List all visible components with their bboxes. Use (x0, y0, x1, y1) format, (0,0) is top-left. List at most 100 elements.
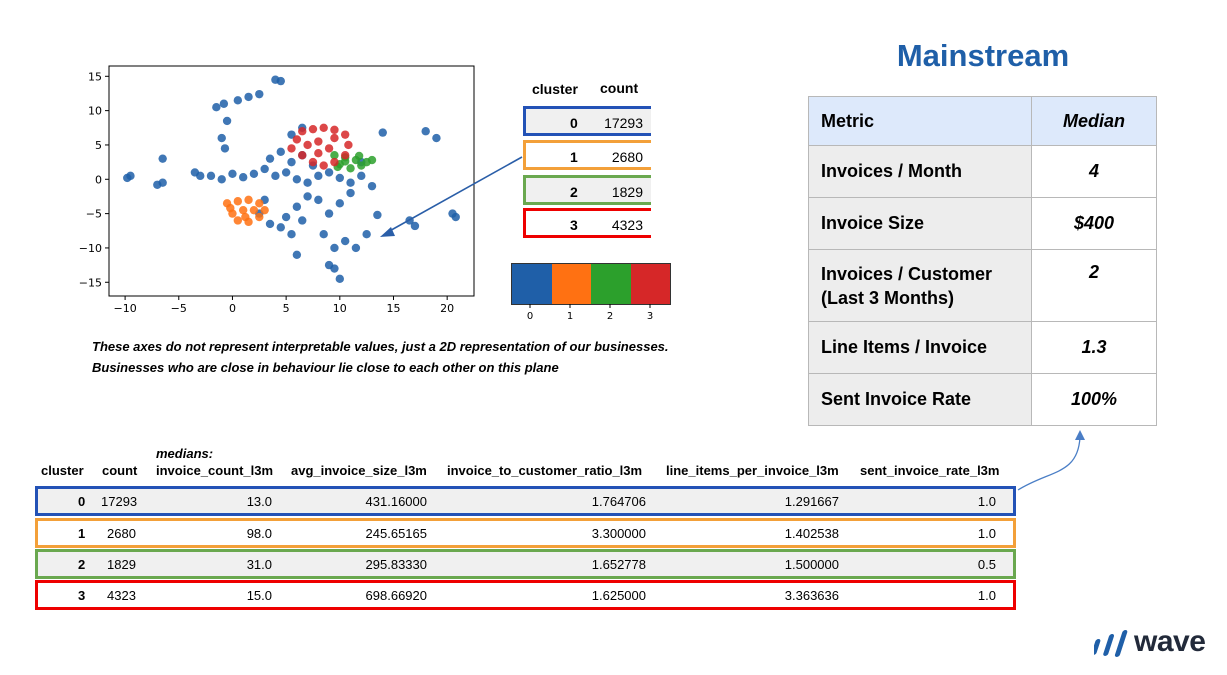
scatter-point-cluster-1 (238, 205, 248, 215)
scatter-point-cluster-2 (354, 151, 364, 161)
scatter-point-cluster-3 (314, 148, 323, 158)
row-count: 17293 (101, 494, 138, 509)
x-tick-label: 5 (283, 302, 290, 315)
plot-frame (108, 65, 475, 297)
colorbar-swatch-1 (551, 264, 591, 304)
scatter-point-cluster-2 (357, 161, 366, 170)
scatter-point-cluster-0 (324, 168, 334, 177)
scatter-point-cluster-0 (319, 230, 328, 239)
row-invoice-count: 15.0 (246, 588, 272, 603)
scatter-point-cluster-0 (340, 236, 350, 246)
scatter-point-cluster-1 (244, 195, 253, 205)
scatter-point-cluster-3 (330, 157, 339, 167)
scatter-point-cluster-3 (319, 123, 328, 132)
cluster-count-row-2: 2 1829 (523, 175, 651, 205)
row-invoice-count: 31.0 (246, 557, 272, 572)
colorbar-tick-label: 3 (647, 311, 653, 322)
metric-median-table: Metric Median Invoices / Month 4 Invoice… (808, 96, 1157, 426)
scatter-point-cluster-1 (241, 212, 250, 222)
wave-logo-icon (1094, 630, 1128, 657)
cluster-id: 1 (570, 149, 578, 165)
y-tick-label: 0 (95, 173, 102, 186)
scatter-point-cluster-3 (308, 124, 318, 134)
col-header-line-items: line_items_per_invoice_l3m (666, 463, 839, 478)
col-header-invoice-customer-ratio: invoice_to_customer_ratio_l3m (447, 463, 643, 478)
scatter-point-cluster-0 (298, 216, 307, 225)
scatter-point-cluster-0 (287, 157, 296, 167)
metric-table-header-row: Metric Median (808, 96, 1157, 146)
scatter-point-cluster-1 (226, 203, 235, 213)
scatter-point-cluster-0 (276, 76, 285, 86)
scatter-point-cluster-0 (324, 260, 334, 270)
row-sent-rate: 1.0 (977, 494, 996, 509)
scatter-point-cluster-3 (340, 130, 350, 139)
row-sent-rate: 0.5 (977, 557, 996, 572)
medians-row-3: 3 4323 15.0 698.66920 1.625000 3.363636 … (35, 580, 1016, 610)
col-header-avg-invoice-size: avg_invoice_size_l3m (291, 463, 427, 478)
y-tick-label: 10 (88, 105, 102, 118)
scatter-point-cluster-3 (314, 137, 323, 146)
scatter-point-cluster-0 (335, 173, 345, 183)
y-tick-label: −10 (79, 242, 102, 255)
y-tick-label: −15 (79, 276, 102, 289)
metric-median: 2 (1031, 249, 1157, 322)
scatter-point-cluster-3 (308, 157, 318, 167)
row-sent-rate: 1.0 (977, 588, 996, 603)
metric-name: Line Items / Invoice (808, 321, 1032, 374)
row-ratio: 1.764706 (591, 494, 646, 509)
scatter-point-cluster-0 (287, 230, 296, 239)
scatter-point-cluster-0 (287, 130, 296, 139)
cluster-count: 17293 (604, 115, 643, 131)
row-avg-invoice-size: 431.16000 (365, 494, 427, 509)
cluster-count-row-3: 3 4323 (523, 208, 651, 238)
scatter-point-cluster-0 (346, 178, 355, 187)
scatter-point-cluster-0 (260, 164, 269, 174)
scatter-point-cluster-1 (233, 216, 243, 225)
scatter-point-cluster-0 (451, 212, 460, 222)
scatter-point-cluster-3 (298, 127, 307, 136)
medians-label: medians: (156, 446, 214, 461)
scatter-point-cluster-0 (292, 250, 302, 260)
colorbar-ticks: 0 1 2 3 (527, 304, 653, 322)
col-header-invoice-count: invoice_count_l3m (156, 463, 274, 478)
y-tick-label: −5 (86, 208, 102, 221)
cluster-id: 2 (570, 184, 578, 200)
scatter-point-cluster-0 (249, 169, 259, 178)
scatter-point-cluster-3 (344, 140, 353, 150)
scatter-point-cluster-0 (351, 243, 361, 253)
scatter-point-cluster-3 (287, 144, 296, 153)
row-ratio: 3.300000 (591, 526, 646, 541)
row-ratio: 1.652778 (591, 557, 646, 572)
colorbar-tick-label: 0 (527, 311, 533, 322)
scatter-point-cluster-0 (153, 180, 162, 189)
scatter-point-cluster-2 (367, 155, 377, 165)
pointer-arrow (380, 156, 523, 237)
cluster-count-row-1: 1 2680 (523, 140, 651, 170)
scatter-point-cluster-0 (314, 171, 323, 181)
colorbar-tick-label: 1 (567, 311, 573, 322)
scatter-point-cluster-2 (340, 157, 350, 166)
row-cluster: 2 (78, 557, 86, 572)
metric-row: Invoices / Customer (Last 3 Months) 2 (808, 249, 1157, 322)
metric-median: 1.3 (1031, 321, 1157, 374)
row-avg-invoice-size: 245.65165 (365, 526, 427, 541)
metric-row: Line Items / Invoice 1.3 (808, 321, 1157, 374)
row-count: 2680 (107, 526, 136, 541)
x-tick-label: 10 (333, 302, 347, 315)
metric-row: Sent Invoice Rate 100% (808, 373, 1157, 426)
y-tick-label: 15 (88, 70, 102, 83)
scatter-point-cluster-2 (346, 164, 355, 173)
caption-line-2: Businesses who are close in behaviour li… (92, 360, 559, 375)
cluster-count: 1829 (611, 184, 643, 200)
scatter-point-cluster-0 (217, 175, 226, 184)
x-tick-label: 0 (229, 302, 236, 315)
x-tick-label: −10 (113, 302, 136, 315)
metric-row: Invoice Size $400 (808, 197, 1157, 250)
scatter-point-cluster-0 (220, 144, 230, 153)
cluster-colorbar (511, 263, 671, 305)
scatter-point-cluster-3 (324, 144, 334, 153)
scatter-point-cluster-0 (281, 212, 291, 222)
scatter-point-cluster-0 (265, 154, 275, 163)
curved-pointer-arrow (1017, 430, 1085, 491)
metric-median: 4 (1031, 145, 1157, 198)
